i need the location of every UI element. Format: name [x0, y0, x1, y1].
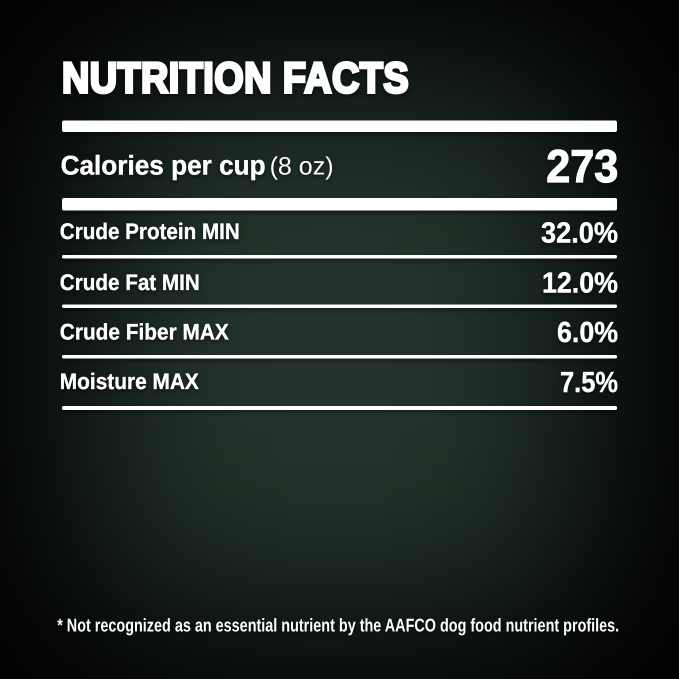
svg-text:Moisture MAX: Moisture MAX [60, 369, 199, 394]
svg-text:7.5%: 7.5% [560, 367, 618, 399]
svg-text:NUTRITION FACTS: NUTRITION FACTS [62, 54, 409, 102]
svg-text:273: 273 [546, 140, 618, 192]
svg-text:Crude Protein MIN: Crude Protein MIN [60, 219, 240, 244]
svg-text:12.0%: 12.0% [542, 267, 618, 299]
svg-text:Crude Fiber MAX: Crude Fiber MAX [60, 320, 229, 345]
svg-text:(8 oz): (8 oz) [270, 153, 334, 181]
svg-text:6.0%: 6.0% [557, 317, 618, 349]
svg-text:* Not recognized as an essenti: * Not recognized as an essential nutrien… [57, 615, 619, 636]
svg-text:32.0%: 32.0% [541, 218, 618, 250]
svg-text:Crude Fat MIN: Crude Fat MIN [60, 270, 200, 295]
svg-text:Calories per cup: Calories per cup [61, 151, 266, 181]
